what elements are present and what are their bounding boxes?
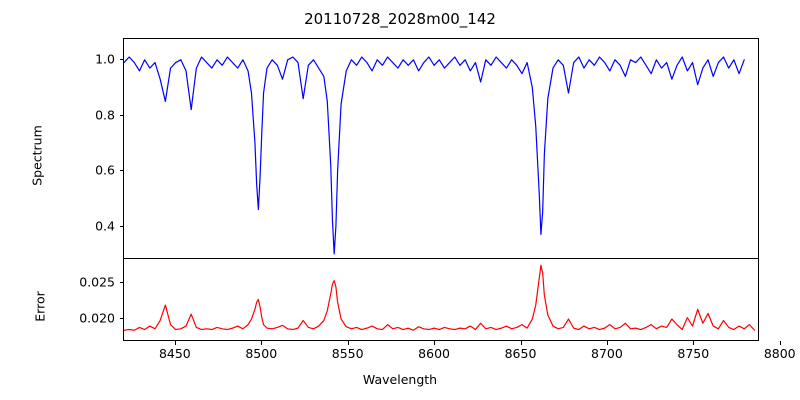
- x-axis-tick-label: 8450: [158, 346, 191, 361]
- spectrum-ytick-label: 0.8: [95, 107, 115, 123]
- y-axis-label-error: Error: [32, 291, 48, 322]
- x-axis-tick-mark: [779, 341, 781, 345]
- x-axis-tick-label: 8650: [504, 346, 537, 361]
- error-trace: [124, 265, 755, 330]
- x-axis-tick-mark: [261, 341, 263, 345]
- x-axis-tick-mark: [606, 341, 608, 345]
- x-axis-tick-label: 8500: [245, 346, 278, 361]
- x-axis-tick-mark: [174, 341, 176, 345]
- x-axis-label-wavelength: Wavelength: [362, 372, 438, 387]
- y-axis-label-spectrum: Spectrum: [29, 125, 45, 186]
- x-axis-tick-mark: [347, 341, 349, 345]
- x-axis-tick-mark: [434, 341, 436, 345]
- x-axis-tick-mark: [520, 341, 522, 345]
- error-plot-area: [124, 259, 758, 340]
- spectrum-ytick-label: 1.0: [95, 51, 115, 67]
- x-axis-tick-label: 8750: [677, 346, 710, 361]
- error-ytick-mark: [119, 318, 123, 320]
- spectrum-ytick-label: 0.6: [95, 162, 115, 178]
- spectrum-ytick-mark: [119, 114, 123, 116]
- spectrum-plot-area: [124, 39, 758, 258]
- spectrum-ytick-label: 0.4: [95, 218, 115, 234]
- error-ytick-label: 0.025: [79, 274, 115, 290]
- x-axis-tick-label: 8600: [418, 346, 450, 361]
- spectrum-ytick-mark: [119, 58, 123, 60]
- error-panel: [123, 258, 759, 341]
- error-ytick-label: 0.020: [79, 310, 115, 326]
- figure-title: 20110728_2028m00_142: [304, 10, 496, 28]
- x-axis-tick-label: 8550: [331, 346, 364, 361]
- spectrum-ytick-mark: [119, 170, 123, 172]
- x-axis-tick-label: 8800: [763, 346, 796, 361]
- error-ytick-mark: [119, 282, 123, 284]
- spectrum-ytick-mark: [119, 225, 123, 227]
- x-axis-tick-label: 8700: [591, 346, 623, 361]
- x-axis-tick-mark: [693, 341, 695, 345]
- spectrum-panel: [123, 38, 759, 258]
- spectrum-trace: [124, 57, 744, 254]
